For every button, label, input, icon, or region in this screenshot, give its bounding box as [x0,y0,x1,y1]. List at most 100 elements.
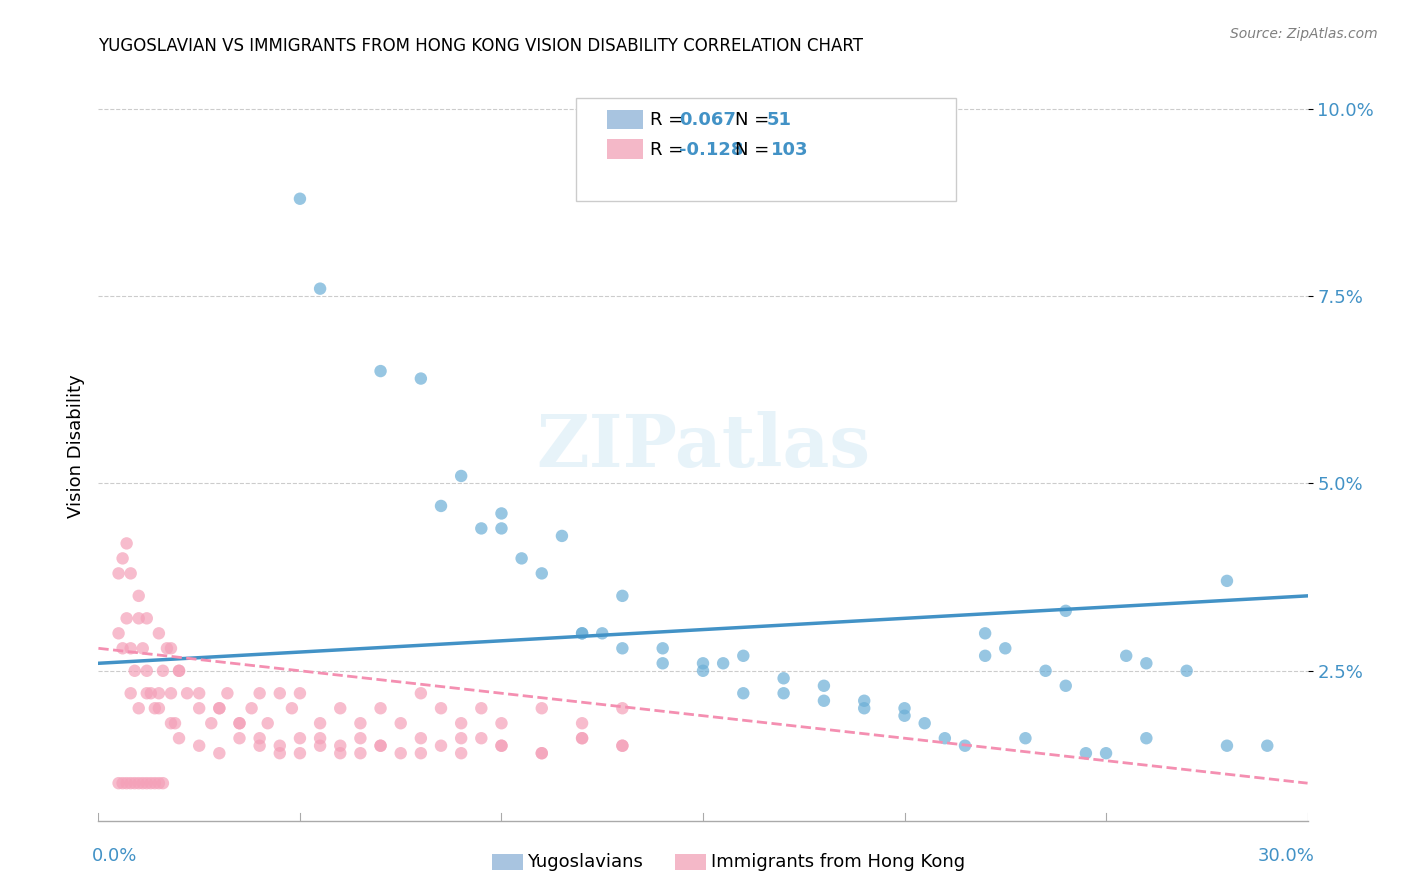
Point [491,716,513,731]
Point [269,746,291,760]
Point [1135,731,1157,746]
Point [571,731,593,746]
Text: Yugoslavians: Yugoslavians [527,853,643,871]
Point [139,686,162,700]
Point [450,716,472,731]
Text: YUGOSLAVIAN VS IMMIGRANTS FROM HONG KONG VISION DISABILITY CORRELATION CHART: YUGOSLAVIAN VS IMMIGRANTS FROM HONG KONG… [98,37,863,54]
Point [349,716,371,731]
Point [409,746,432,760]
Point [167,731,190,746]
Point [813,679,835,693]
Point [772,686,794,700]
Point [249,739,271,753]
Point [651,641,673,656]
Point [132,776,155,790]
Point [349,731,371,746]
Point [135,664,157,678]
Point [612,739,634,753]
Point [167,664,190,678]
Point [200,716,222,731]
Point [853,701,876,715]
Point [1216,739,1239,753]
Point [160,641,183,656]
Point [288,731,311,746]
Text: Immigrants from Hong Kong: Immigrants from Hong Kong [711,853,966,871]
Point [115,611,138,625]
Point [120,686,142,700]
Point [256,716,278,731]
Point [124,664,146,678]
Point [240,701,263,715]
Point [530,746,553,760]
Point [430,701,453,715]
Point [217,686,239,700]
Point [450,746,472,760]
Point [994,641,1017,656]
Point [188,739,211,753]
Point [111,551,134,566]
Point [132,641,155,656]
Point [107,566,129,581]
Point [612,589,634,603]
Point [409,731,432,746]
Text: -0.128: -0.128 [679,141,744,159]
Point [309,282,332,296]
Point [139,776,162,790]
Point [389,716,412,731]
Point [281,701,304,715]
Point [1115,648,1137,663]
Point [409,686,432,700]
Point [893,708,915,723]
Point [893,701,915,715]
Point [491,739,513,753]
Text: 0.0%: 0.0% [91,847,136,865]
Point [135,686,157,700]
Point [148,686,170,700]
Text: Source: ZipAtlas.com: Source: ZipAtlas.com [1230,27,1378,41]
Point [143,776,166,790]
Point [1135,657,1157,671]
Text: R =: R = [650,111,689,128]
Point [510,551,533,566]
Point [491,507,513,521]
Point [128,611,150,625]
Point [389,746,412,760]
Point [107,776,129,790]
Text: 0.067: 0.067 [679,111,735,128]
Point [370,739,392,753]
Text: ZIPatlas: ZIPatlas [536,410,870,482]
Point [208,746,231,760]
Point [152,776,174,790]
Point [551,529,574,543]
Point [591,626,613,640]
Point [128,589,150,603]
Text: R =: R = [650,141,689,159]
Point [491,739,513,753]
Point [288,746,311,760]
Point [1035,664,1057,678]
Point [450,469,472,483]
Point [160,716,183,731]
Point [329,701,352,715]
Point [571,626,593,640]
Point [711,657,734,671]
Point [813,694,835,708]
Point [107,626,129,640]
Point [152,664,174,678]
Point [450,731,472,746]
Point [1054,604,1077,618]
Point [249,686,271,700]
Point [128,701,150,715]
Point [228,716,250,731]
Point [120,641,142,656]
Point [120,776,142,790]
Point [188,686,211,700]
Point [249,731,271,746]
Point [111,641,134,656]
Point [135,611,157,625]
Point [612,641,634,656]
Point [853,694,876,708]
Point [309,716,332,731]
Point [1014,731,1036,746]
Point [934,731,956,746]
